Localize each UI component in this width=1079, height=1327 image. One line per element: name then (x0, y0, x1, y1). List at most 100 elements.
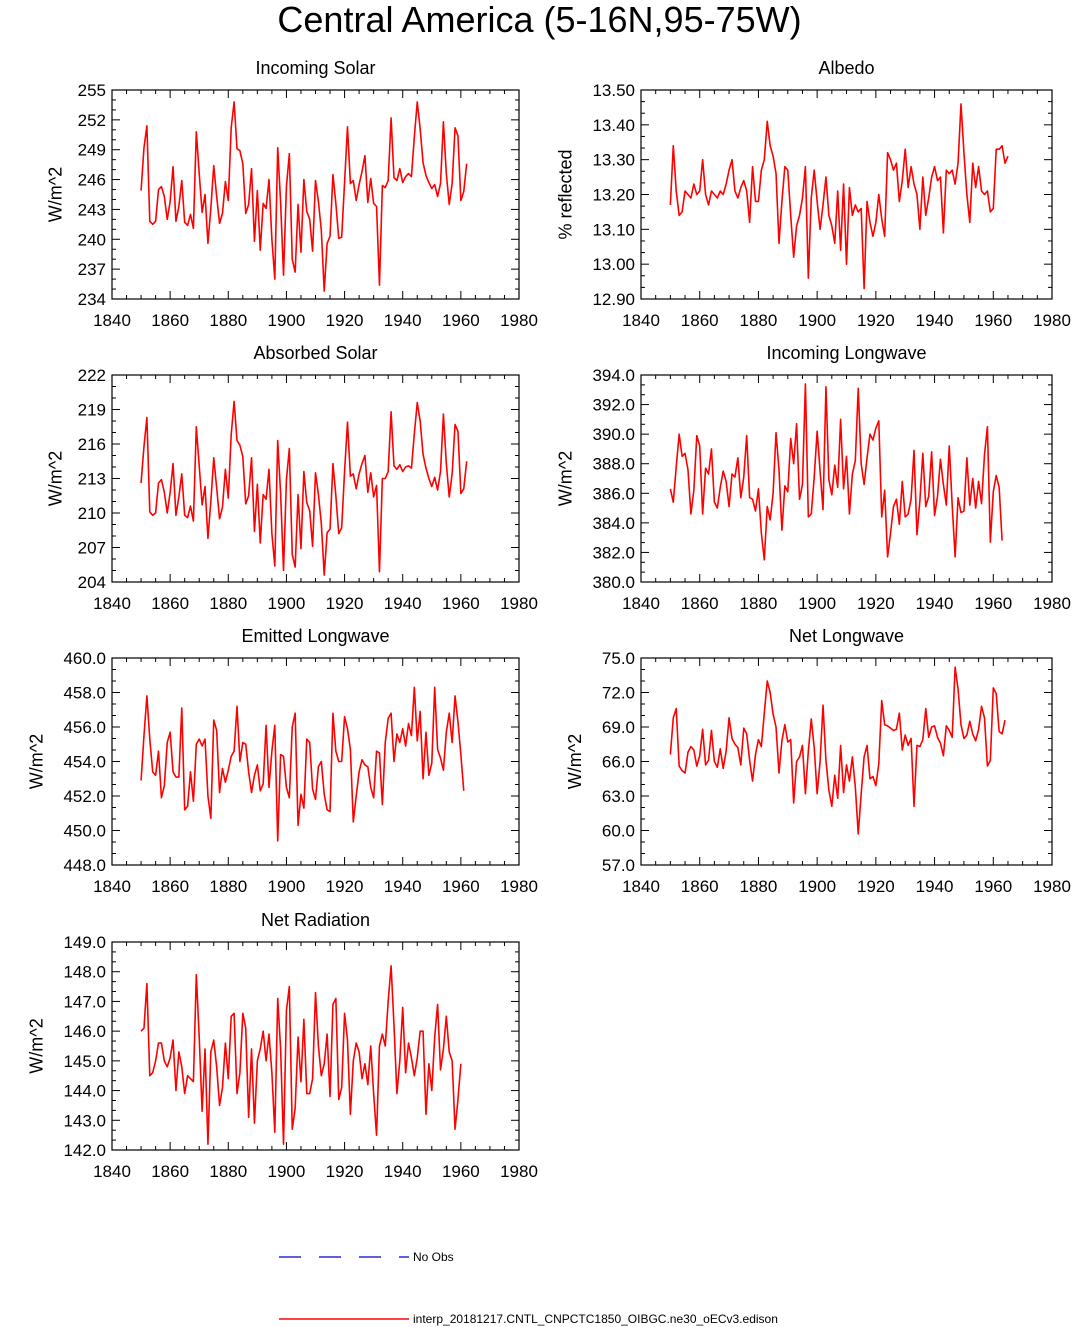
panel-absorbed-solar: 1840 1860 1880 1900 1920 1940 1960 1980 204 207 21… (46, 343, 538, 613)
y-tick-label: 13.40 (592, 116, 635, 135)
y-tick-label: 148.0 (63, 963, 106, 982)
x-tick-label: 1880 (209, 311, 247, 330)
x-tick-label: 1960 (442, 877, 480, 896)
x-tick-label: 1900 (268, 1162, 306, 1181)
y-axis-label: W/m^2 (565, 734, 585, 789)
x-tick-label: 1940 (916, 877, 954, 896)
y-tick-label: 249 (78, 141, 106, 160)
x-tick-label: 1860 (151, 877, 189, 896)
x-tick-label: 1940 (384, 1162, 422, 1181)
panel-title: Incoming Solar (255, 58, 375, 78)
panel-incoming-solar: 1840 1860 1880 1900 1920 1940 1960 1980 234 237 24… (46, 58, 538, 330)
y-tick-label: 380.0 (592, 573, 635, 592)
y-tick-label: 144.0 (63, 1082, 106, 1101)
y-tick-label: 147.0 (63, 992, 106, 1011)
series-line-emitted-longwave (140, 686, 465, 842)
y-tick-label: 13.50 (592, 81, 635, 100)
x-tick-label: 1880 (209, 1162, 247, 1181)
y-axis-label: % reflected (556, 149, 576, 239)
x-tick-label: 1900 (798, 311, 836, 330)
x-tick-label: 1940 (916, 594, 954, 613)
panel-net-longwave: 1840 1860 1880 1900 1920 1940 1960 1980 57.0 60.0… (565, 626, 1071, 896)
legend-obs-label: No Obs (413, 1250, 454, 1264)
y-tick-label: 219 (78, 401, 106, 420)
y-tick-label: 454.0 (63, 753, 106, 772)
x-tick-label: 1940 (916, 311, 954, 330)
y-tick-label: 142.0 (63, 1141, 106, 1160)
y-tick-label: 63.0 (602, 787, 635, 806)
x-tick-label: 1920 (857, 594, 895, 613)
panel-emitted-longwave: 1840 1860 1880 1900 1920 1940 1960 1980 448.0 450… (27, 626, 538, 896)
x-tick-label: 1840 (622, 594, 660, 613)
y-tick-label: 246 (78, 171, 106, 190)
panel-title: Emitted Longwave (241, 626, 389, 646)
y-tick-label: 13.30 (592, 151, 635, 170)
y-tick-label: 13.00 (592, 255, 635, 274)
x-tick-label: 1960 (974, 594, 1012, 613)
panel-net-radiation: 1840 1860 1880 1900 1920 1940 1960 1980 142.0 143… (27, 910, 538, 1181)
x-tick-label: 1940 (384, 877, 422, 896)
y-tick-label: 388.0 (592, 455, 635, 474)
y-tick-label: 72.0 (602, 684, 635, 703)
y-tick-label: 13.20 (592, 186, 635, 205)
series-line-net-longwave (669, 666, 1006, 835)
y-axis-label: W/m^2 (27, 1018, 47, 1073)
x-tick-label: 1840 (622, 311, 660, 330)
x-tick-label: 1860 (151, 311, 189, 330)
y-tick-label: 240 (78, 230, 106, 249)
x-tick-label: 1920 (326, 1162, 364, 1181)
panel-incoming-longwave: 1840 1860 1880 1900 1920 1940 1960 1980 380.0 382… (556, 343, 1071, 613)
x-tick-label: 1840 (93, 594, 131, 613)
x-tick-label: 1980 (500, 311, 538, 330)
x-tick-label: 1980 (500, 1162, 538, 1181)
y-tick-label: 460.0 (63, 649, 106, 668)
y-axis-label: W/m^2 (46, 167, 66, 222)
panel-title: Net Radiation (261, 910, 370, 930)
x-tick-label: 1880 (740, 594, 778, 613)
x-tick-label: 1880 (209, 877, 247, 896)
y-tick-label: 66.0 (602, 753, 635, 772)
x-tick-label: 1860 (681, 311, 719, 330)
x-tick-label: 1980 (1033, 594, 1071, 613)
x-tick-label: 1960 (974, 311, 1012, 330)
x-tick-label: 1940 (384, 311, 422, 330)
x-tick-label: 1840 (93, 877, 131, 896)
y-tick-label: 450.0 (63, 822, 106, 841)
series-line-incoming-longwave (669, 383, 1003, 561)
x-tick-label: 1980 (500, 877, 538, 896)
x-tick-label: 1920 (326, 877, 364, 896)
x-tick-label: 1960 (442, 311, 480, 330)
y-tick-label: 386.0 (592, 484, 635, 503)
x-tick-label: 1940 (384, 594, 422, 613)
y-axis-label: W/m^2 (556, 451, 576, 506)
x-tick-label: 1960 (442, 1162, 480, 1181)
legend: No Obs interp_20181217.CNTL_CNPCTC1850_O… (279, 1250, 778, 1326)
y-axis-label: W/m^2 (46, 451, 66, 506)
x-tick-label: 1900 (798, 594, 836, 613)
x-tick-label: 1880 (740, 311, 778, 330)
plot-frame (640, 374, 1053, 583)
y-tick-label: 149.0 (63, 933, 106, 952)
y-tick-label: 143.0 (63, 1111, 106, 1130)
x-tick-label: 1880 (209, 594, 247, 613)
x-tick-label: 1900 (798, 877, 836, 896)
x-tick-label: 1840 (93, 1162, 131, 1181)
x-tick-label: 1860 (681, 594, 719, 613)
x-tick-label: 1840 (93, 311, 131, 330)
chart-panels: 1840 1860 1880 1900 1920 1940 1960 1980 234 237 24… (27, 58, 1071, 1181)
x-tick-label: 1880 (740, 877, 778, 896)
y-tick-label: 392.0 (592, 396, 635, 415)
series-line-net-radiation (140, 964, 462, 1145)
y-axis-label: W/m^2 (27, 734, 47, 789)
y-tick-label: 394.0 (592, 366, 635, 385)
x-tick-label: 1920 (857, 311, 895, 330)
series-line-incoming-solar (140, 101, 468, 292)
x-tick-label: 1900 (268, 311, 306, 330)
x-tick-label: 1860 (151, 594, 189, 613)
y-tick-label: 390.0 (592, 425, 635, 444)
x-tick-label: 1980 (1033, 311, 1071, 330)
y-tick-label: 60.0 (602, 822, 635, 841)
y-tick-label: 207 (78, 539, 106, 558)
y-tick-label: 13.10 (592, 220, 635, 239)
x-tick-label: 1860 (681, 877, 719, 896)
